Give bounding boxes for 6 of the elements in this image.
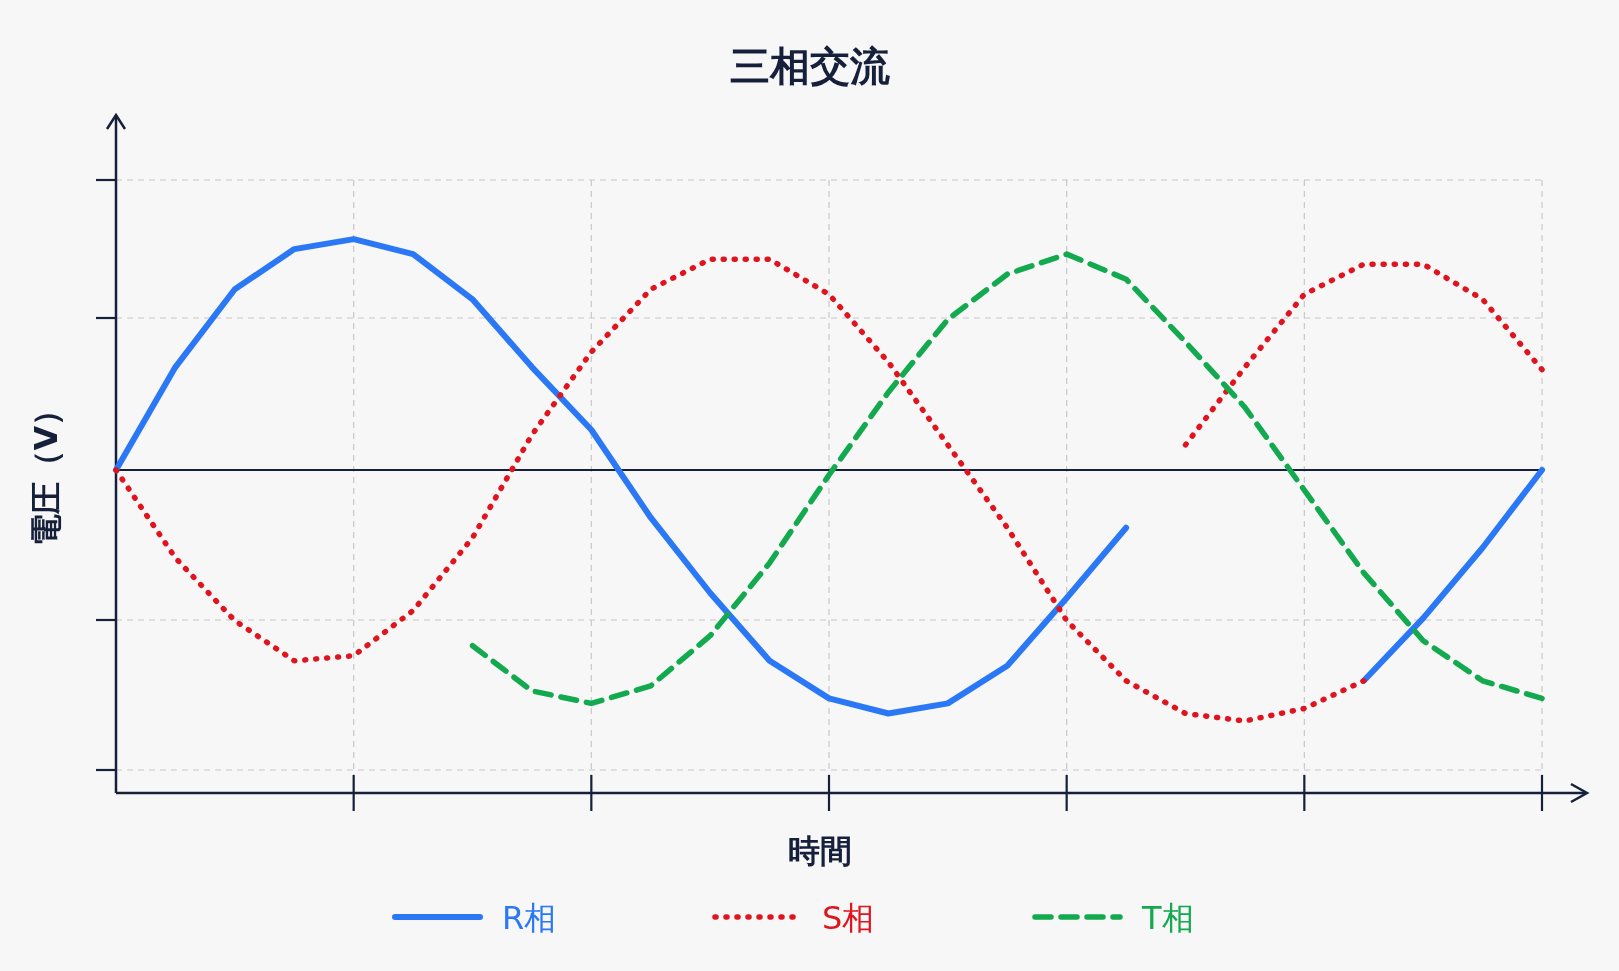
- y-axis-title: 電圧（V）: [27, 393, 65, 547]
- chart-title: 三相交流: [730, 43, 890, 89]
- legend-label: T相: [1141, 899, 1194, 937]
- legend-label: R相: [502, 899, 557, 937]
- x-axis-title: 時間: [788, 832, 852, 870]
- legend-label: S相: [822, 899, 875, 937]
